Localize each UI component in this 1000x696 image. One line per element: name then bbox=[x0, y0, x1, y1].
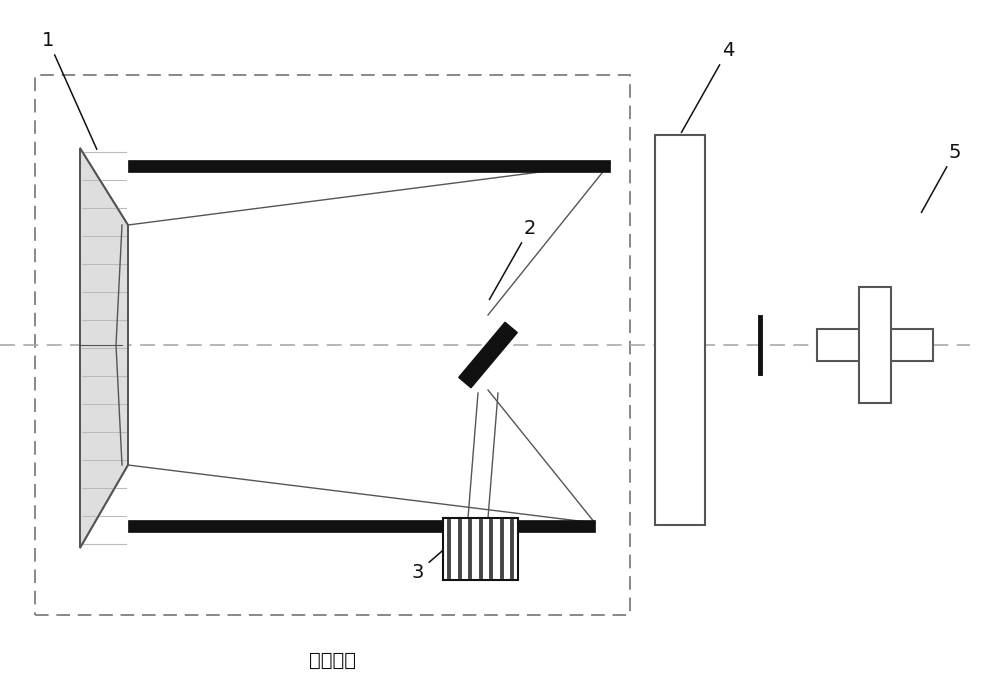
Bar bbox=[35, 75, 630, 615]
Bar bbox=[817, 329, 933, 361]
Polygon shape bbox=[459, 322, 517, 388]
Text: 2: 2 bbox=[489, 219, 536, 299]
Text: 5: 5 bbox=[921, 143, 961, 212]
Text: 1: 1 bbox=[42, 31, 97, 150]
Text: 3: 3 bbox=[412, 520, 478, 581]
Text: 4: 4 bbox=[681, 40, 734, 132]
Bar bbox=[443, 518, 518, 580]
Polygon shape bbox=[80, 148, 128, 548]
Bar bbox=[128, 160, 610, 172]
Bar bbox=[859, 287, 891, 403]
Text: 平行光管: 平行光管 bbox=[308, 651, 356, 670]
Bar bbox=[128, 520, 595, 532]
Bar bbox=[655, 135, 705, 525]
